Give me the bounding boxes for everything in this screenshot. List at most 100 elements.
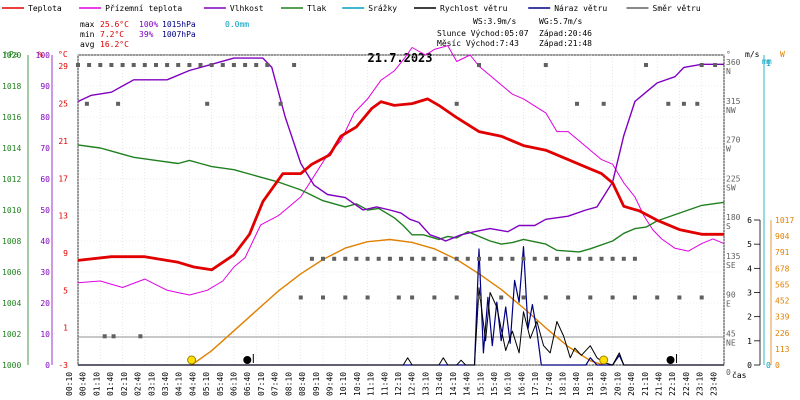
dir-tick-label: E	[726, 300, 731, 309]
x-tick-label: 23:10	[696, 372, 705, 396]
x-tick-label: 13:10	[421, 372, 430, 396]
wind-direction-point	[432, 295, 437, 300]
wind-direction-point	[138, 334, 143, 339]
min-press: 1007hPa	[162, 30, 196, 39]
x-tick-label: 02:10	[120, 372, 129, 396]
max-press: 1015hPa	[162, 20, 196, 29]
rain-total: 0.0mm	[225, 20, 249, 29]
degc-tick-label: 1	[63, 324, 68, 333]
series-temperature	[77, 97, 724, 272]
min-hum: 39%	[139, 30, 154, 39]
wind-direction-point	[532, 256, 537, 261]
avg-label: avg	[80, 40, 95, 49]
wind-direction-point	[543, 295, 548, 300]
wind-direction-point	[454, 295, 459, 300]
x-axis: 00:10 00:40 01:10 01:40 02:10 02:40 03:10 03:40…	[65, 370, 747, 396]
x-tick-label: 11:40	[380, 372, 389, 396]
x-tick-label: 10:40	[353, 372, 362, 396]
degc-axis-unit: °C	[58, 50, 68, 59]
wind-direction-point	[610, 295, 615, 300]
grid	[77, 54, 725, 366]
wind-direction-point	[477, 256, 481, 261]
wm2-tick-label: 339	[775, 313, 790, 322]
wm2-axis-unit: W	[780, 50, 785, 59]
wind-direction-point	[454, 101, 459, 106]
pct-axis-unit: %	[38, 50, 43, 59]
wind-direction-point	[176, 63, 181, 67]
wind-direction-point	[376, 256, 381, 261]
wind-direction-point	[610, 256, 615, 261]
pct-tick-label: 10	[40, 330, 50, 339]
pct-tick-label: 70	[40, 144, 50, 153]
wind-direction-point	[187, 63, 192, 67]
wind-direction-point	[554, 256, 559, 261]
max-label: max	[80, 20, 95, 29]
x-axis-label: čas	[732, 370, 747, 380]
x-tick-label: 08:10	[284, 372, 293, 396]
x-tick-label: 10:10	[339, 372, 348, 396]
ms-tick-label: 0	[747, 361, 752, 370]
x-tick-label: 06:40	[243, 372, 252, 396]
dir-tick-label: N	[726, 67, 731, 76]
moon-rise: Měsíc Východ:7:43	[437, 39, 519, 48]
wind-direction-point	[599, 256, 604, 261]
pct-tick-label: 90	[40, 82, 50, 91]
x-tick-label: 17:10	[531, 372, 540, 396]
wind-direction-point	[231, 63, 236, 67]
x-tick-label: 19:40	[600, 372, 609, 396]
wind-direction-point	[365, 256, 370, 261]
x-tick-label: 15:40	[490, 372, 499, 396]
wind-direction-point	[209, 63, 214, 67]
moon-set: Západ:21:48	[539, 39, 592, 48]
x-tick-label: 03:10	[147, 372, 156, 396]
x-tick-label: 15:10	[476, 372, 485, 396]
wind-direction-point	[410, 295, 415, 300]
wind-direction-point	[621, 256, 626, 261]
pct-tick-label: 20	[40, 299, 50, 308]
x-tick-label: 21:10	[641, 372, 650, 396]
wind-direction-point	[102, 334, 107, 339]
dir-axis-unit: °	[726, 50, 731, 59]
wind-speed-stat: WS:3.9m/s	[473, 17, 517, 26]
wm2-tick-label: 452	[775, 297, 790, 306]
degc-tick-label: 25	[58, 100, 68, 109]
wind-gust-stat: WG:5.7m/s	[539, 17, 583, 26]
wind-direction-point	[198, 63, 203, 67]
x-tick-label: 20:40	[627, 372, 636, 396]
wm2-tick-label: 904	[775, 232, 790, 241]
wind-direction-point	[655, 295, 660, 300]
x-tick-label: 01:10	[92, 372, 101, 396]
x-tick-label: 18:40	[572, 372, 581, 396]
wind-direction-point	[387, 256, 392, 261]
wind-direction-point	[566, 295, 571, 300]
series-ground-temp	[77, 45, 725, 296]
legend-label: Přízemní teplota	[105, 4, 182, 13]
degc-tick-label: 21	[58, 137, 68, 146]
wind-direction-point	[116, 101, 121, 106]
dir-tick-value: 45	[726, 329, 736, 338]
x-tick-label: 12:40	[408, 372, 417, 396]
pct-tick-label: 0	[45, 361, 50, 370]
series-solar	[191, 238, 604, 366]
wind-direction-point	[154, 63, 158, 67]
x-tick-label: 14:40	[463, 372, 472, 396]
degc-tick-label: 29	[58, 62, 68, 71]
moonrise-icon	[243, 356, 252, 364]
wm2-tick-label: 226	[775, 329, 790, 338]
wind-direction-point	[588, 256, 593, 261]
wind-direction-point	[488, 256, 493, 261]
ms-tick-label: 4	[747, 264, 752, 273]
wind-direction-point	[601, 101, 606, 106]
wind-direction-point	[98, 63, 103, 67]
x-tick-label: 14:10	[449, 372, 458, 396]
wind-direction-point	[292, 63, 297, 67]
x-tick-label: 17:40	[545, 372, 554, 396]
wind-direction-point	[566, 256, 571, 261]
wind-direction-point	[131, 63, 136, 67]
wind-direction-point	[321, 256, 325, 261]
hpa-tick-label: 1000	[2, 361, 21, 370]
x-tick-label: 11:10	[367, 372, 376, 396]
x-tick-label: 06:10	[230, 372, 239, 396]
wind-direction-point	[165, 63, 170, 67]
